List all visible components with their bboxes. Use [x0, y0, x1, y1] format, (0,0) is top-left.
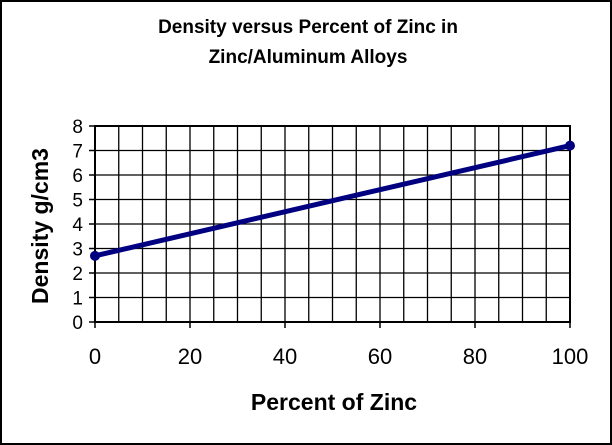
grid [95, 126, 570, 322]
chart-title-line-2: Zinc/Aluminum Alloys [209, 47, 408, 68]
x-axis-ticks: 0 20 40 60 80 100 [89, 322, 588, 369]
x-tick-label: 40 [273, 344, 297, 369]
data-point [565, 140, 575, 151]
x-tick-label: 60 [368, 344, 392, 369]
series-layer [90, 140, 575, 261]
series-line [92, 143, 573, 259]
data-point [90, 250, 100, 261]
y-tick-label: 4 [72, 215, 83, 236]
y-tick-label: 0 [72, 313, 83, 334]
y-tick-label: 8 [72, 117, 83, 138]
y-tick-label: 2 [72, 264, 83, 285]
y-tick-label: 3 [72, 240, 83, 261]
y-tick-label: 7 [72, 142, 83, 163]
y-tick-label: 1 [72, 289, 83, 310]
x-tick-label: 100 [552, 344, 589, 369]
y-axis-title: Density g/cm3 [27, 148, 53, 304]
x-tick-label: 0 [89, 344, 101, 369]
x-tick-label: 80 [463, 344, 487, 369]
y-tick-label: 5 [72, 191, 83, 212]
y-tick-label: 6 [72, 166, 83, 187]
x-tick-label: 20 [178, 344, 202, 369]
chart-title-line-1: Density versus Percent of Zinc in [158, 17, 458, 38]
y-axis-ticks: 0 1 2 3 4 5 6 7 8 [72, 117, 95, 334]
x-axis-title: Percent of Zinc [251, 389, 417, 415]
